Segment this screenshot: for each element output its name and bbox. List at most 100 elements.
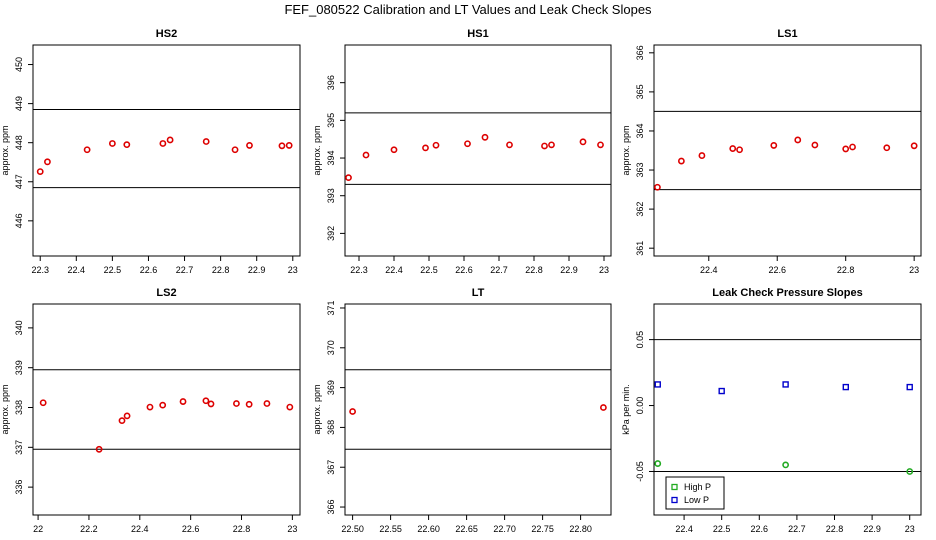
x-tick-label: 22.3	[350, 265, 368, 275]
data-point	[263, 400, 271, 407]
y-tick-label: 449	[14, 96, 24, 111]
x-tick-label: 22.4	[675, 524, 693, 534]
x-tick-label: 23	[909, 265, 919, 275]
data-point	[390, 146, 398, 154]
data-point	[233, 400, 240, 407]
data-point	[883, 144, 891, 152]
data-point	[345, 174, 352, 182]
y-tick-label: 340	[14, 320, 24, 335]
data-point	[123, 412, 131, 420]
low-p-point	[842, 383, 849, 391]
data-point	[736, 146, 743, 154]
x-tick-label: 22.8	[525, 265, 543, 275]
x-tick-label: 22.70	[493, 524, 516, 534]
low-p-point	[782, 381, 789, 388]
y-tick-label: 362	[635, 202, 645, 217]
data-point	[677, 157, 685, 165]
x-tick-label: 22.6	[455, 265, 473, 275]
x-tick-label: 22.8	[233, 524, 251, 534]
y-axis-label: approx. ppm	[312, 125, 322, 175]
y-axis-label: approx. ppm	[312, 384, 322, 434]
y-tick-label: 338	[14, 400, 24, 415]
x-tick-label: 22.8	[826, 524, 844, 534]
x-tick-label: 22.4	[385, 265, 403, 275]
high-p-point	[654, 460, 662, 467]
x-tick-label: 22.75	[531, 524, 554, 534]
data-point	[842, 145, 850, 153]
plot-frame	[653, 44, 922, 257]
x-tick-label: 22.5	[104, 265, 122, 275]
data-point	[698, 152, 706, 159]
y-tick-label: 448	[14, 135, 24, 150]
data-point	[39, 399, 47, 407]
panel-hs1: HS1 approx. ppm 22.3 22.4 22.5 22.6 22.7 22.8 22…	[312, 28, 612, 275]
y-tick-label: 368	[326, 420, 336, 435]
data-point	[285, 142, 293, 149]
y-axis-label: approx. ppm	[0, 125, 10, 175]
y-tick-label: 337	[14, 440, 24, 455]
data-point	[36, 168, 44, 175]
x-tick-label: 22.50	[341, 524, 364, 534]
panel-ls2: LS2 approx. ppm 22 22.2 22.4 22.6 22.8 23 336 337…	[0, 287, 301, 534]
x-tick-label: 22.6	[751, 524, 769, 534]
panel-title: HS2	[156, 28, 177, 40]
data-point	[166, 136, 174, 144]
panel-title: HS1	[467, 28, 488, 40]
legend-swatch	[671, 483, 678, 491]
data-point	[159, 401, 167, 409]
y-tick-label: 0.05	[635, 331, 645, 349]
data-point	[600, 404, 607, 411]
data-point	[202, 138, 210, 145]
x-tick-label: 22.65	[455, 524, 478, 534]
x-tick-label: 22.6	[768, 265, 786, 275]
data-point	[464, 140, 471, 148]
y-tick-label: 392	[326, 226, 336, 241]
x-tick-label: 22.5	[713, 524, 731, 534]
x-tick-label: 22.7	[176, 265, 194, 275]
legend-swatch	[671, 496, 678, 504]
x-tick-label: 22.7	[788, 524, 806, 534]
y-tick-label: 369	[326, 380, 336, 395]
data-point	[910, 142, 918, 150]
legend-label: High P	[684, 482, 711, 492]
x-tick-label: 23	[287, 524, 297, 534]
y-tick-label: 395	[326, 113, 336, 128]
data-point	[146, 403, 154, 411]
y-axis-label: approx. ppm	[621, 125, 631, 175]
y-tick-label: 394	[326, 151, 336, 166]
data-point	[481, 133, 489, 141]
data-point	[246, 142, 253, 149]
data-point	[245, 400, 253, 408]
data-point	[179, 398, 187, 405]
data-point	[44, 158, 51, 166]
plot-frame	[32, 303, 301, 516]
y-tick-label: 339	[14, 360, 24, 375]
x-tick-label: 22.2	[80, 524, 98, 534]
y-tick-label: 447	[14, 174, 24, 189]
data-point	[118, 417, 126, 425]
panel-ls1: LS1 approx. ppm 22.4 22.6 22.8 23 361 362 363 364…	[621, 28, 922, 275]
plot-frame	[653, 303, 922, 516]
data-point	[770, 142, 778, 149]
panel-title: Leak Check Pressure Slopes	[712, 287, 862, 299]
data-point	[207, 400, 215, 408]
y-tick-label: 363	[635, 163, 645, 178]
x-tick-label: 22.7	[490, 265, 508, 275]
x-tick-label: 22.9	[248, 265, 266, 275]
high-p-point	[906, 468, 914, 475]
y-tick-label: 371	[326, 300, 336, 315]
data-point	[123, 141, 131, 149]
high-p-point	[782, 461, 790, 469]
x-tick-label: 22.4	[131, 524, 149, 534]
y-tick-label: 365	[635, 84, 645, 99]
data-point	[202, 397, 210, 405]
data-point	[231, 146, 239, 154]
plot-frame	[32, 44, 301, 257]
plot-frame	[344, 303, 612, 516]
legend-box	[665, 476, 725, 510]
y-tick-label: 361	[635, 241, 645, 256]
panel-leak-check-pressure-slopes: Leak Check Pressure Slopes kPa per min. 22…	[621, 287, 922, 534]
x-tick-label: 23	[288, 265, 298, 275]
data-point	[159, 140, 167, 147]
